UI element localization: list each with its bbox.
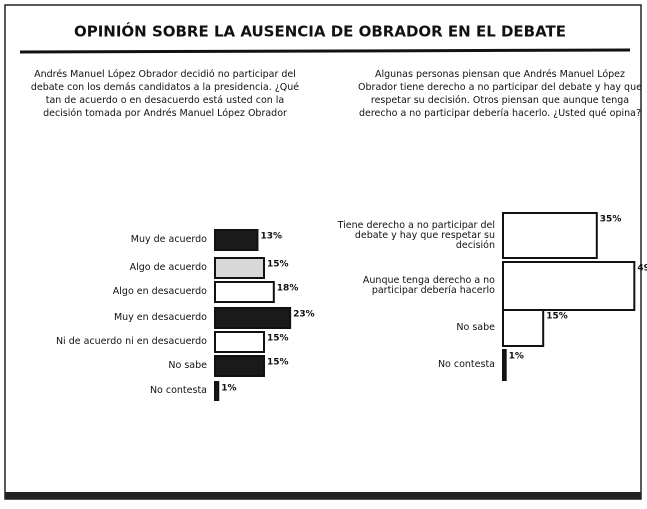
bar — [214, 307, 292, 329]
category-label-box: No sabe — [168, 360, 207, 371]
value-label: 15% — [267, 358, 289, 368]
question-box: Andrés Manuel López Obrador decidió no p… — [30, 69, 300, 119]
category-label: Algo de acuerdo — [129, 262, 207, 273]
category-label-box: Muy de acuerdo — [130, 234, 207, 245]
bar — [502, 261, 636, 311]
bar — [502, 309, 545, 347]
category-label: No contesta — [149, 385, 207, 396]
title-rule — [19, 48, 631, 54]
category-label-box: Muy en desacuerdo — [113, 312, 207, 323]
bar — [214, 229, 259, 251]
category-label-box: Ni de acuerdo ni en desacuerdo — [55, 336, 207, 347]
category-label-box: No sabe — [456, 322, 495, 333]
question: Andrés Manuel López Obrador decidió no p… — [30, 69, 300, 119]
chart-title: OPINIÓN SOBRE LA AUSENCIA DE OBRADOR EN … — [74, 22, 566, 41]
category-label: Muy de acuerdo — [130, 234, 207, 245]
question: Algunas personas piensan que Andrés Manu… — [358, 69, 642, 119]
bar — [214, 257, 265, 279]
value-label: 15% — [267, 260, 289, 270]
value-label: 49 — [637, 264, 647, 274]
category-label: Muy en desacuerdo — [113, 312, 207, 323]
bar — [502, 349, 507, 381]
bar — [214, 355, 265, 377]
bar — [214, 381, 220, 401]
category-label-box: Algo en desacuerdo — [112, 286, 207, 297]
category-label-box: No contesta — [149, 385, 207, 396]
category-label-box: Tiene derecho a no participar del debate… — [337, 219, 495, 251]
category-label: No sabe — [168, 360, 207, 371]
value-label: 23% — [293, 310, 315, 320]
bar — [502, 212, 598, 259]
category-label: No contesta — [437, 359, 495, 370]
value-label: 15% — [267, 334, 289, 344]
value-label: 15% — [546, 312, 568, 322]
bar — [214, 331, 265, 353]
category-label: Algo en desacuerdo — [112, 286, 207, 297]
value-label: 18% — [277, 284, 299, 294]
value-label: 35% — [600, 215, 622, 225]
value-label: 13% — [260, 232, 282, 242]
category-label: Aunque tenga derecho a no participar deb… — [362, 275, 495, 296]
bar — [214, 281, 275, 303]
category-label-box: Algo de acuerdo — [129, 262, 207, 273]
question-box: Algunas personas piensan que Andrés Manu… — [358, 69, 642, 119]
footer-band — [5, 492, 641, 499]
category-label: No sabe — [456, 322, 495, 333]
category-label-box: No contesta — [437, 359, 495, 370]
category-label-box: Aunque tenga derecho a no participar deb… — [362, 275, 495, 296]
value-label: 1% — [221, 384, 236, 394]
category-label: Ni de acuerdo ni en desacuerdo — [55, 336, 207, 347]
value-label: 1% — [509, 352, 524, 362]
category-label: Tiene derecho a no participar del debate… — [337, 219, 495, 251]
